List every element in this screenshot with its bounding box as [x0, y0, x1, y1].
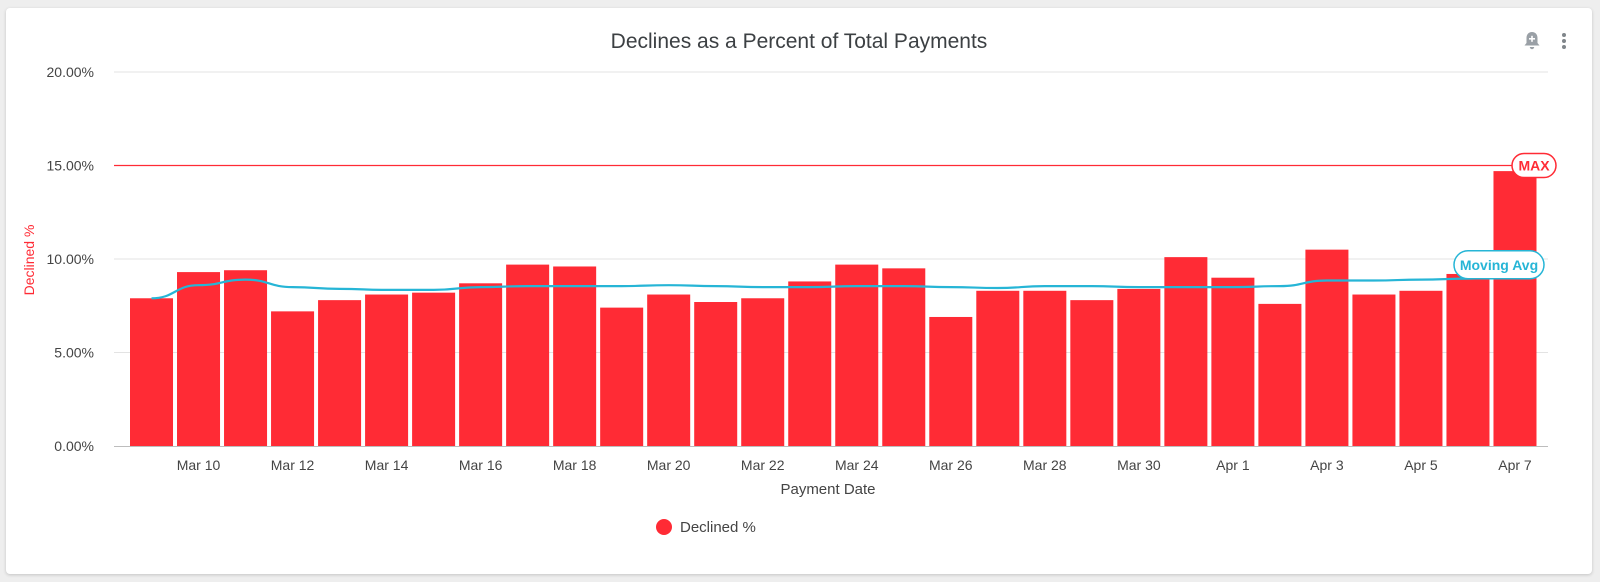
moving-avg-label: Moving Avg — [1460, 257, 1538, 273]
max-label-box — [1511, 152, 1557, 179]
y-axis-label: Declined % — [21, 225, 37, 296]
bar[interactable] — [1070, 300, 1114, 446]
x-tick-label: Apr 5 — [1404, 457, 1438, 473]
x-tick-label: Apr 3 — [1310, 457, 1344, 473]
legend-swatch — [656, 519, 672, 535]
bar[interactable] — [1399, 290, 1443, 446]
x-tick-label: Mar 20 — [647, 457, 691, 473]
bar[interactable] — [741, 298, 785, 446]
bar[interactable] — [1117, 288, 1161, 446]
x-axis-ticks: Mar 10 Mar 12 Mar 14 Mar 16 Mar 18 Mar 20 Mar … — [177, 457, 1532, 473]
x-axis-label: Payment Date — [780, 481, 875, 498]
bar[interactable] — [788, 281, 832, 446]
bar[interactable] — [506, 264, 550, 446]
bar[interactable] — [1305, 249, 1349, 446]
bar[interactable] — [130, 298, 174, 446]
x-tick-label: Mar 14 — [365, 457, 409, 473]
x-tick-label: Apr 1 — [1216, 457, 1250, 473]
bell-plus-icon[interactable] — [1522, 30, 1542, 52]
bar[interactable] — [647, 294, 691, 446]
bar[interactable] — [694, 302, 738, 446]
x-tick-label: Mar 22 — [741, 457, 785, 473]
chart-toolbar — [1522, 30, 1574, 52]
x-tick-label: Mar 26 — [929, 457, 973, 473]
max-label: MAX — [1518, 158, 1550, 174]
bar[interactable] — [412, 292, 456, 446]
x-tick-label: Mar 30 — [1117, 457, 1161, 473]
bar[interactable] — [1023, 290, 1067, 446]
moving-avg-label-box — [1453, 250, 1545, 280]
bar[interactable] — [1446, 273, 1490, 446]
x-tick-label: Mar 18 — [553, 457, 597, 473]
x-tick-label: Apr 7 — [1498, 457, 1532, 473]
bar[interactable] — [318, 300, 362, 446]
bar[interactable] — [835, 264, 879, 446]
y-axis-ticks: 0.00% 5.00% 10.00% 15.00% 20.00% — [47, 64, 94, 454]
bar[interactable] — [365, 294, 409, 446]
moving-avg-label-group: Moving Avg — [1453, 250, 1545, 280]
y-tick-label: 0.00% — [54, 438, 94, 454]
x-tick-label: Mar 12 — [271, 457, 315, 473]
x-tick-label: Mar 16 — [459, 457, 503, 473]
bar[interactable] — [459, 283, 503, 446]
x-tick-label: Mar 28 — [1023, 457, 1067, 473]
bar[interactable] — [1211, 277, 1255, 446]
bar[interactable] — [1164, 257, 1208, 446]
bar[interactable] — [1258, 303, 1302, 446]
bar[interactable] — [1352, 294, 1396, 446]
moving-avg-line — [151, 275, 1516, 300]
x-tick-label: Mar 24 — [835, 457, 879, 473]
bar[interactable] — [553, 266, 597, 446]
bar[interactable] — [600, 307, 644, 446]
bar[interactable] — [1493, 171, 1537, 447]
chart-title: Declines as a Percent of Total Payments — [610, 30, 988, 53]
bar[interactable] — [271, 311, 315, 446]
y-tick-label: 5.00% — [54, 345, 94, 361]
bar[interactable] — [929, 316, 973, 446]
y-tick-label: 15.00% — [47, 158, 94, 174]
max-label-group: MAX — [1511, 152, 1557, 179]
legend-label: Declined % — [680, 519, 756, 536]
bar[interactable] — [177, 272, 221, 446]
bar[interactable] — [882, 268, 926, 446]
y-tick-label: 20.00% — [47, 64, 94, 80]
bar[interactable] — [224, 270, 268, 446]
bar-series — [130, 171, 1537, 447]
legend[interactable]: Declined % — [656, 519, 756, 536]
y-tick-label: 10.00% — [47, 251, 94, 267]
x-tick-label: Mar 10 — [177, 457, 221, 473]
more-vert-icon[interactable] — [1554, 30, 1574, 52]
bar[interactable] — [976, 290, 1020, 446]
